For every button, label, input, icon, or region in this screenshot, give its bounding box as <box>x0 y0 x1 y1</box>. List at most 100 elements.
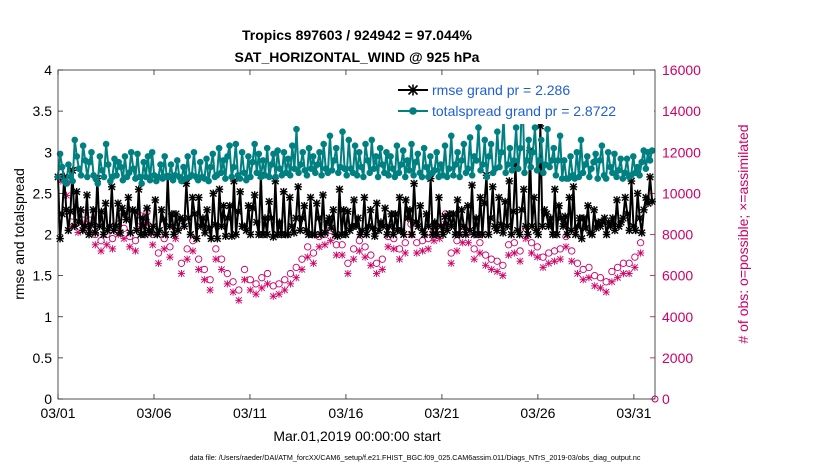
totalspread-point <box>368 136 376 144</box>
totalspread-point <box>594 175 602 182</box>
obs-assimilated-marker <box>504 251 513 259</box>
rmse-point <box>437 222 445 231</box>
totalspread-point <box>613 173 620 181</box>
totalspread-point <box>205 177 212 185</box>
legend-spread-label: totalspread grand pr = 2.8722 <box>432 103 616 119</box>
totalspread-point <box>433 148 440 156</box>
rmse-point <box>279 187 288 196</box>
totalspread-point <box>481 136 489 144</box>
rmse-point <box>197 222 205 231</box>
rmse-point <box>151 196 160 204</box>
totalspread-point <box>330 157 338 164</box>
obs-assimilated-marker <box>321 241 329 249</box>
y-axis-ticks: 0 0.5 1 1.5 2 2.5 3 3.5 4 <box>33 62 53 407</box>
rmse-point <box>248 204 257 212</box>
totalspread-point <box>456 173 463 181</box>
rmse-point <box>211 220 220 229</box>
totalspread-point <box>259 157 267 164</box>
totalspread-point <box>318 171 325 179</box>
totalspread-point <box>596 157 604 164</box>
totalspread-point <box>94 180 102 187</box>
rmse-point <box>74 218 83 226</box>
rmse-point <box>232 230 240 239</box>
rmse-point <box>422 210 431 218</box>
totalspread-point <box>253 169 261 177</box>
obs-assimilated-marker <box>355 247 363 255</box>
rmse-point <box>633 189 642 198</box>
rmse-point <box>126 229 135 237</box>
rmse-point <box>155 226 164 235</box>
obs-assimilated-marker <box>108 245 117 253</box>
y-tick-label: 0 <box>44 391 52 407</box>
rmse-point <box>56 234 64 243</box>
rmse-point <box>112 222 120 231</box>
rmse-point <box>435 193 443 202</box>
totalspread-point <box>362 140 369 148</box>
rmse-point <box>157 206 166 214</box>
totalspread-point <box>345 136 353 144</box>
totalspread-point <box>280 148 288 156</box>
totalspread-point <box>335 169 342 177</box>
totalspread-point <box>238 148 246 156</box>
totalspread-point <box>360 173 367 181</box>
rmse-point <box>290 229 298 237</box>
obs-assimilated-marker <box>470 255 478 263</box>
rmse-point <box>223 214 232 222</box>
rmse-point <box>366 206 375 214</box>
totalspread-point <box>58 163 66 171</box>
legend-rmse-label: rmse grand pr = 2.286 <box>432 82 570 98</box>
totalspread-point <box>251 140 258 148</box>
rmse-point <box>236 187 244 196</box>
rmse-point <box>116 229 124 237</box>
rmse-point <box>395 193 404 202</box>
rmse-point <box>263 230 271 239</box>
totalspread-point <box>249 158 256 166</box>
rmse-point <box>453 196 462 204</box>
rmse-point <box>306 193 315 202</box>
rmse-point <box>497 220 505 229</box>
totalspread-point <box>312 169 319 177</box>
totalspread-point <box>303 171 311 179</box>
rmse-point <box>503 222 512 231</box>
rmse-point <box>344 207 352 216</box>
rmse-point <box>430 218 439 226</box>
y2-tick-label: 8000 <box>662 227 693 243</box>
obs-assimilated-marker <box>424 245 432 253</box>
obs-possible-marker <box>332 241 341 249</box>
totalspread-point <box>265 173 273 181</box>
totalspread-point <box>301 167 309 174</box>
rmse-point <box>85 230 93 239</box>
rmse-point <box>553 230 561 239</box>
totalspread-point <box>96 153 104 160</box>
x-tick-label: 03/06 <box>136 405 171 421</box>
rmse-point <box>81 222 89 231</box>
rmse-point <box>515 230 524 239</box>
totalspread-point <box>575 173 583 181</box>
totalspread-point <box>636 171 643 179</box>
chart-title: Tropics 897603 / 924942 = 97.044% <box>242 27 473 43</box>
totalspread-point <box>623 155 631 163</box>
totalspread-point <box>391 173 399 181</box>
rmse-point <box>488 182 497 191</box>
rmse-point <box>569 182 578 191</box>
obs-assimilated-marker <box>625 269 633 278</box>
rmse-point <box>209 189 218 198</box>
obs-possible-marker <box>585 263 593 272</box>
obs-assimilated-marker <box>361 253 369 261</box>
rmse-point <box>372 199 381 208</box>
obs-possible-marker <box>378 255 386 263</box>
rmse-point <box>472 214 480 222</box>
totalspread-point <box>351 142 359 149</box>
rmse-point <box>401 196 410 204</box>
obs-assimilated-marker <box>240 276 249 284</box>
totalspread-point <box>230 163 238 171</box>
rmse-point <box>621 193 630 202</box>
rmse-point <box>246 230 255 239</box>
totalspread-point <box>180 163 187 171</box>
obs-possible-marker <box>493 257 501 265</box>
totalspread-point <box>228 173 235 181</box>
totalspread-point <box>399 147 407 154</box>
rmse-point <box>327 224 336 232</box>
totalspread-point <box>506 144 514 152</box>
totalspread-point <box>232 140 240 148</box>
